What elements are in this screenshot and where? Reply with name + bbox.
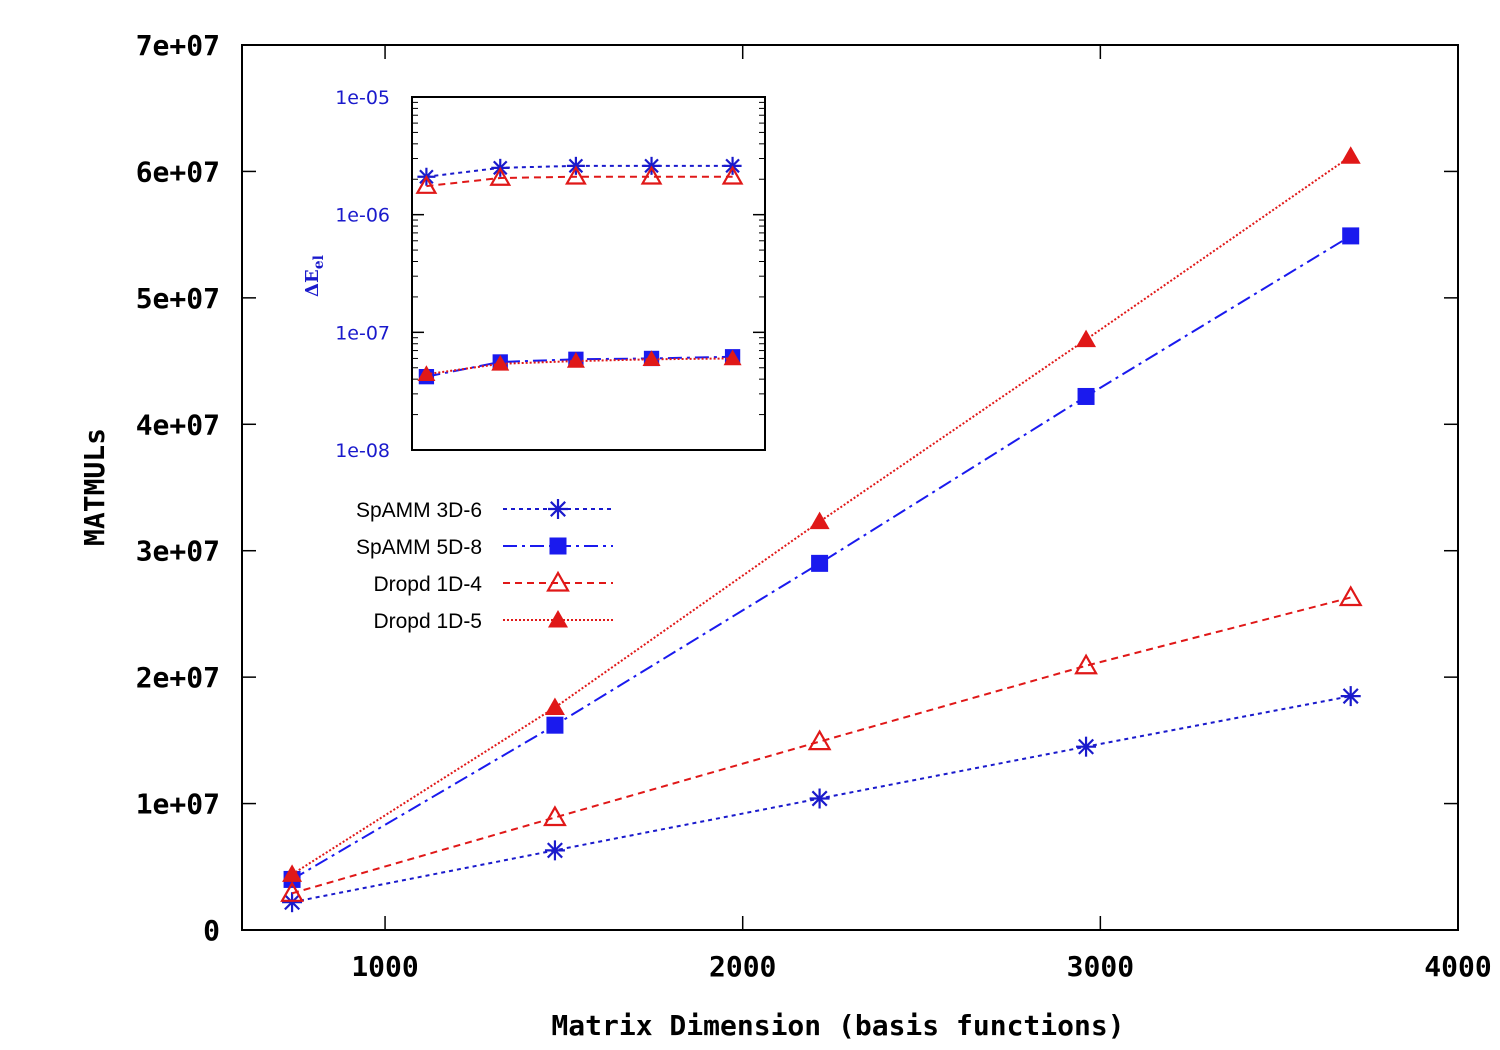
inset-series-line-dropd-1d-5 <box>426 357 733 376</box>
data-point-dropd-1d-5 <box>1340 146 1361 164</box>
inset-data-point-dropd-1d-5 <box>723 349 742 366</box>
inset-y-tick-label: 1e-05 <box>335 87 390 109</box>
data-point-spamm-3d-6 <box>544 840 565 861</box>
x-tick-label: 4000 <box>1424 950 1491 983</box>
inset-data-point-dropd-1d-4 <box>489 166 512 186</box>
y-tick-label: 4e+07 <box>136 408 220 441</box>
legend-item-spamm-5d-8: SpAMM 5D-8 <box>356 536 613 559</box>
inset-y-axis-title: ΔEel <box>302 255 327 297</box>
inset-y-tick-label: 1e-07 <box>335 322 390 344</box>
inset-y-tick-label: 1e-06 <box>335 205 390 227</box>
data-point-dropd-1d-4 <box>280 881 304 902</box>
y-tick-label: 7e+07 <box>136 29 220 62</box>
y-axis-title: MATMULs <box>78 428 111 546</box>
data-point-dropd-1d-4 <box>543 805 567 827</box>
data-point-dropd-1d-5 <box>544 697 565 715</box>
data-point-dropd-1d-5 <box>1076 329 1097 348</box>
data-point-spamm-5d-8 <box>811 554 829 572</box>
inset-y-tick-label: 1e-08 <box>335 440 390 462</box>
inset-data-point-dropd-1d-5 <box>491 354 510 371</box>
data-point-spamm-5d-8 <box>546 716 564 734</box>
legend-label: Dropd 1D-4 <box>373 573 482 596</box>
inset-data-point-dropd-1d-5 <box>642 350 661 367</box>
legend-item-spamm-3d-6: SpAMM 3D-6 <box>356 499 613 522</box>
y-tick-label: 3e+07 <box>136 535 220 568</box>
inset-data-point-dropd-1d-4 <box>564 165 587 185</box>
inset-data-point-dropd-1d-4 <box>415 174 438 194</box>
series-line-dropd-1d-5 <box>291 155 1352 876</box>
legend-label: SpAMM 5D-8 <box>356 536 482 559</box>
series-line-dropd-1d-4 <box>291 596 1351 895</box>
inset-plot: 1e-08 1e-07 1e-06 1e-05 ΔEel <box>302 87 766 462</box>
data-point-spamm-3d-6 <box>1340 686 1361 707</box>
legend-marker <box>546 570 570 592</box>
data-point-dropd-1d-4 <box>1074 653 1098 675</box>
inset-data-point-dropd-1d-4 <box>721 165 744 185</box>
inset-series-line-dropd-1d-4 <box>426 175 733 188</box>
inset-series-line-spamm-5d-8 <box>426 355 733 378</box>
y-tick-label: 2e+07 <box>136 661 220 694</box>
data-point-dropd-1d-5 <box>282 864 303 882</box>
legend-item-dropd-1d-4: Dropd 1D-4 <box>373 570 613 596</box>
x-tick-label: 1000 <box>351 950 418 983</box>
y-tick-label: 1e+07 <box>136 788 220 821</box>
data-point-dropd-1d-4 <box>1338 585 1363 607</box>
data-point-spamm-3d-6 <box>282 892 303 913</box>
data-point-spamm-3d-6 <box>809 788 830 809</box>
legend-item-dropd-1d-5: Dropd 1D-5 <box>373 610 613 633</box>
legend: SpAMM 3D-6 SpAMM 5D-8 Dropd 1D-4 Dropd 1D-5 <box>356 499 613 633</box>
main-plot: 0 1e+07 2e+07 3e+07 4e+07 5e+07 6e+07 7e+07 1000… <box>136 29 1492 983</box>
inset-series-line-spamm-3d-6 <box>426 164 733 178</box>
data-point-dropd-1d-4 <box>807 729 832 751</box>
legend-marker <box>549 537 567 555</box>
inset-data-point-dropd-1d-5 <box>417 365 436 382</box>
inset-data-point-dropd-1d-5 <box>566 352 585 368</box>
data-point-spamm-5d-8 <box>1342 227 1360 245</box>
data-point-dropd-1d-5 <box>809 511 830 530</box>
y-tick-label: 0 <box>203 914 220 947</box>
y-tick-label: 5e+07 <box>136 282 220 315</box>
x-tick-label: 2000 <box>709 950 776 983</box>
x-axis-title: Matrix Dimension (basis functions) <box>551 1009 1124 1042</box>
x-tick-label: 3000 <box>1067 950 1134 983</box>
legend-label: Dropd 1D-5 <box>373 610 482 633</box>
data-point-spamm-5d-8 <box>1077 387 1095 405</box>
legend-marker <box>548 499 568 519</box>
inset-frame <box>411 96 766 451</box>
legend-marker <box>548 610 568 628</box>
inset-data-point-dropd-1d-4 <box>640 165 663 185</box>
data-point-spamm-3d-6 <box>1076 736 1097 757</box>
plot-frame <box>241 44 1459 931</box>
legend-label: SpAMM 3D-6 <box>356 499 482 522</box>
y-tick-label: 6e+07 <box>136 155 220 188</box>
